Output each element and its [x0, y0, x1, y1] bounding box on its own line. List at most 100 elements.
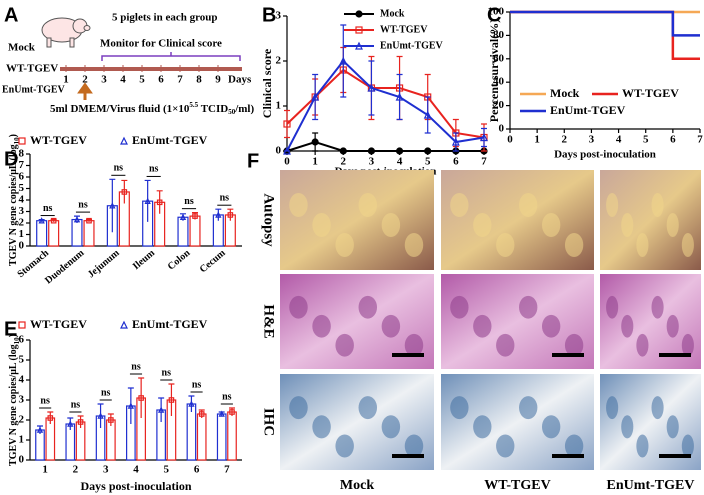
- marker: [67, 420, 74, 427]
- panel-label: F: [247, 150, 259, 172]
- marker: [77, 419, 84, 425]
- error-bar: [107, 413, 114, 426]
- bar: [227, 411, 237, 461]
- day-label: 1: [63, 74, 69, 86]
- error-bar: [424, 96, 431, 134]
- legend-label: EnUmt-TGEV: [550, 103, 626, 117]
- tissue-texture: [450, 396, 469, 420]
- marker: [38, 217, 45, 224]
- marker: [395, 92, 404, 101]
- significance-label: ns: [114, 163, 124, 174]
- tissue-texture: [312, 415, 331, 439]
- tissue-texture: [636, 434, 649, 458]
- x-tick-label: 2: [73, 464, 79, 476]
- x-tick-label: 5: [643, 134, 649, 146]
- bar: [83, 220, 95, 247]
- series-line: [286, 140, 484, 152]
- error-bar: [156, 190, 163, 214]
- x-tick-label: Colon: [166, 247, 193, 272]
- tissue-texture: [606, 295, 619, 319]
- tissue-texture: [404, 333, 424, 357]
- y-tick-label: 80: [493, 29, 505, 41]
- panel-label: C: [487, 4, 501, 26]
- timeline: [60, 67, 242, 71]
- tissue-texture: [564, 233, 584, 257]
- error-bar: [284, 109, 290, 139]
- y-tick-label: 5: [19, 182, 25, 194]
- tissue-texture: [450, 295, 469, 319]
- x-tick-label: 6: [453, 156, 459, 168]
- legend-label: Mock: [380, 8, 405, 19]
- error-bar: [481, 127, 487, 148]
- error-bar: [97, 403, 104, 428]
- y-tick-label: 8: [19, 148, 25, 160]
- marker: [283, 120, 291, 128]
- tissue-texture: [496, 233, 515, 257]
- error-bar: [368, 60, 375, 116]
- marker: [192, 213, 198, 219]
- marker: [339, 56, 348, 65]
- bar: [36, 220, 48, 247]
- y-tick-label: 3: [19, 205, 25, 217]
- x-tick-label: 6: [670, 134, 676, 146]
- row-label: IHC: [261, 408, 277, 436]
- y-tick-label: 60: [493, 52, 505, 64]
- tissue-texture: [335, 434, 354, 458]
- tissue-texture: [381, 314, 401, 338]
- group-label: WT-TGEV: [6, 63, 58, 75]
- tissue-texture: [651, 193, 664, 217]
- y-tick-label: 100: [488, 6, 505, 18]
- inoculation-part: /ml): [234, 103, 254, 115]
- significance-label: ns: [131, 361, 141, 372]
- legend-label: EnUmt-TGEV: [380, 40, 444, 51]
- column-label: Mock: [340, 478, 374, 493]
- row-label: H&E: [261, 304, 277, 338]
- legend-label: EnUmt-TGEV: [132, 133, 208, 147]
- x-tick-label: Duodenum: [43, 247, 87, 286]
- y-axis-label: Clinical score: [260, 48, 274, 118]
- day-label: 9: [215, 74, 221, 86]
- marker: [423, 110, 432, 119]
- marker: [179, 213, 187, 221]
- tissue-texture: [651, 396, 664, 420]
- legend-label: WT-TGEV: [622, 86, 679, 100]
- significance-label: ns: [101, 387, 111, 398]
- marker: [395, 147, 404, 155]
- error-bar: [109, 178, 116, 233]
- marker: [157, 406, 165, 413]
- tissue-texture: [621, 213, 634, 237]
- series-line: [286, 59, 485, 152]
- bar: [177, 216, 189, 247]
- tissue-texture: [335, 233, 354, 257]
- tissue-texture: [564, 333, 584, 357]
- y-tick-label: 0: [19, 454, 25, 466]
- x-tick-label: 4: [397, 156, 403, 168]
- y-tick-label: 0: [19, 240, 25, 252]
- x-tick-label: 0: [284, 156, 290, 168]
- error-bar: [138, 377, 145, 418]
- error-bar: [144, 179, 151, 222]
- x-tick-label: Jejunum: [86, 247, 123, 280]
- error-bar: [188, 395, 195, 412]
- tissue-texture: [358, 295, 378, 319]
- marker: [218, 410, 225, 417]
- x-tick-label: 5: [164, 464, 170, 476]
- tissue-texture: [666, 213, 679, 237]
- tissue-texture: [681, 333, 694, 357]
- tissue-texture: [473, 314, 492, 338]
- y-axis-label-part: TGEV N gene copies/μL (log: [8, 144, 19, 266]
- marker: [36, 426, 44, 433]
- x-tick-label: 1: [312, 156, 318, 168]
- legend-label: Mock: [550, 86, 580, 100]
- x-tick-label: Ileum: [131, 247, 158, 272]
- tissue-texture: [519, 295, 538, 319]
- x-tick-label: 1: [42, 464, 48, 476]
- error-bar: [215, 208, 222, 221]
- tissue-texture: [636, 233, 649, 257]
- x-tick-label: 2: [341, 156, 347, 168]
- x-tick-label: 4: [616, 134, 622, 146]
- tissue-texture: [651, 295, 664, 319]
- marker: [73, 216, 81, 223]
- marker: [367, 147, 376, 155]
- marker: [86, 217, 92, 224]
